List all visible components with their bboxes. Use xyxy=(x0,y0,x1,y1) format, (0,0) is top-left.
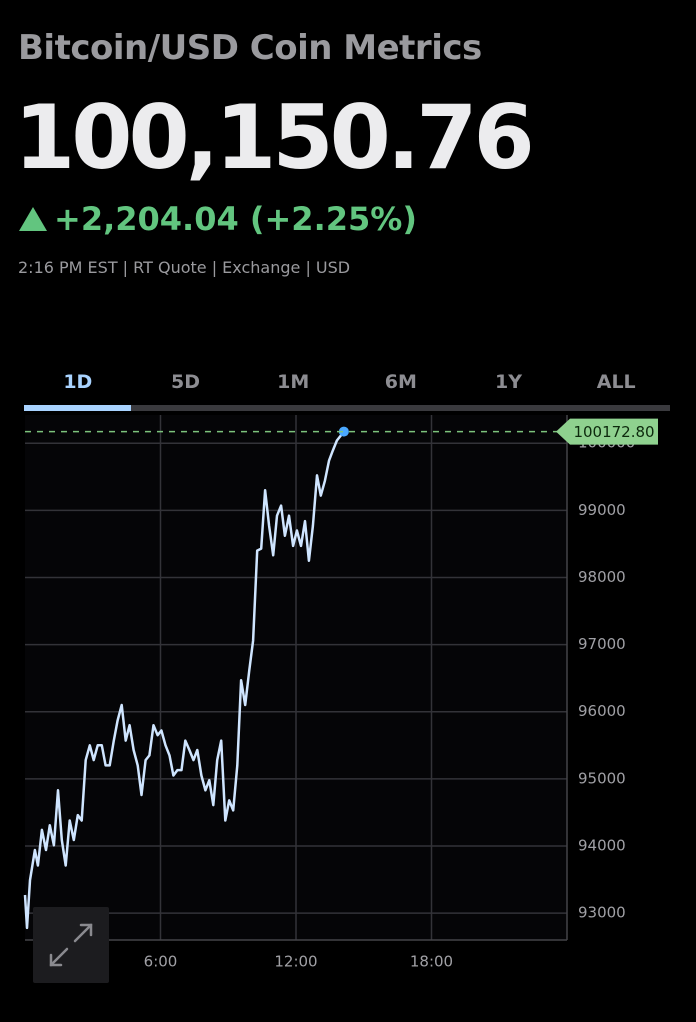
last-price-label: 100172.80 xyxy=(573,423,654,441)
y-tick-label: 94000 xyxy=(578,837,626,855)
last-point xyxy=(338,426,349,437)
range-tab[interactable]: 1M xyxy=(277,371,310,393)
range-tab[interactable]: 5D xyxy=(171,371,200,393)
range-tab[interactable]: 1D xyxy=(63,371,93,393)
range-tab[interactable]: 6M xyxy=(384,371,417,393)
range-tab[interactable]: ALL xyxy=(596,371,636,393)
tab-indicator xyxy=(24,405,670,411)
price: 100,150.76 xyxy=(14,86,535,189)
range-tabs: 1D 5D 1M 6M 1Y ALL xyxy=(24,366,670,398)
range-tab[interactable]: 1Y xyxy=(495,371,523,393)
title: Bitcoin/USD Coin Metrics xyxy=(18,28,482,68)
y-tick-label: 97000 xyxy=(578,635,626,653)
x-tick-label: 18:00 xyxy=(410,953,453,971)
quote-meta: 2:16 PM EST | RT Quote | Exchange | USD xyxy=(18,258,351,277)
expand-button[interactable] xyxy=(33,907,109,983)
y-tick-label: 93000 xyxy=(578,904,626,922)
up-arrow-icon xyxy=(19,207,47,231)
price-line xyxy=(23,430,345,930)
y-tick-label: 98000 xyxy=(578,568,626,586)
y-tick-label: 96000 xyxy=(578,702,626,720)
x-tick-label: 6:00 xyxy=(144,953,178,971)
change: +2,204.04 (+2.25%) xyxy=(54,200,417,238)
change-row: +2,204.04 (+2.25%) xyxy=(18,200,417,238)
y-tick-label: 95000 xyxy=(578,769,626,787)
last-price-tag xyxy=(556,418,658,445)
active-indicator xyxy=(24,405,131,411)
y-tick-label: 99000 xyxy=(578,501,626,519)
x-tick-label: 12:00 xyxy=(274,953,317,971)
expand-icon xyxy=(49,923,93,967)
